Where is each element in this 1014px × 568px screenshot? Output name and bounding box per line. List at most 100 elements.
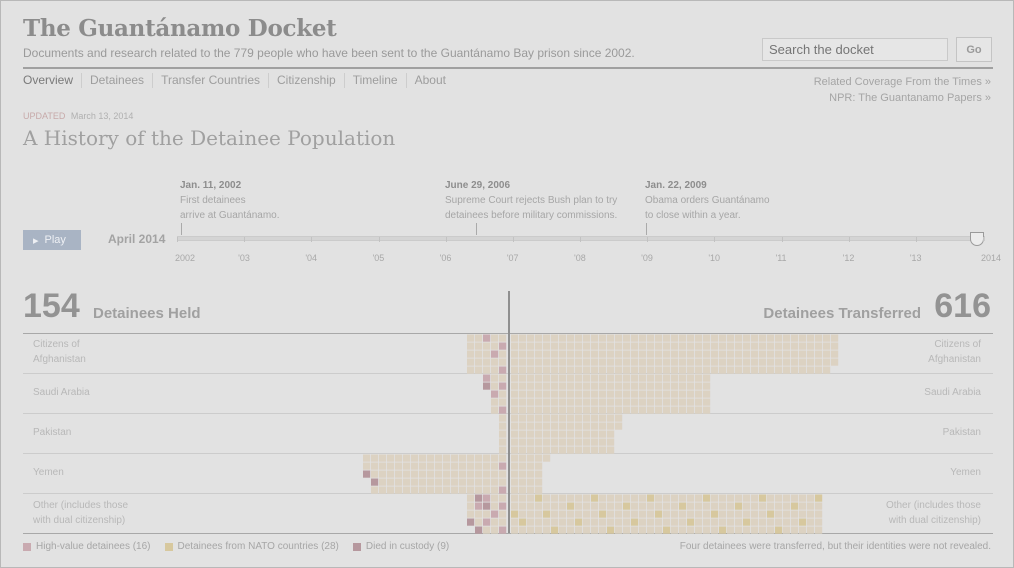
high-value-square[interactable]: [499, 406, 507, 414]
detainee-transferred-square[interactable]: [567, 526, 575, 534]
detainee-held-square[interactable]: [491, 382, 499, 390]
detainee-transferred-square[interactable]: [599, 398, 607, 406]
detainee-transferred-square[interactable]: [511, 446, 519, 454]
detainee-held-square[interactable]: [499, 430, 507, 438]
detainee-transferred-square[interactable]: [647, 366, 655, 374]
detainee-transferred-square[interactable]: [527, 430, 535, 438]
detainee-transferred-square[interactable]: [767, 502, 775, 510]
detainee-held-square[interactable]: [459, 470, 467, 478]
detainee-transferred-square[interactable]: [615, 342, 623, 350]
detainee-transferred-square[interactable]: [815, 510, 823, 518]
detainee-transferred-square[interactable]: [511, 502, 519, 510]
detainee-transferred-square[interactable]: [575, 358, 583, 366]
detainee-held-square[interactable]: [443, 470, 451, 478]
detainee-transferred-square[interactable]: [567, 342, 575, 350]
detainee-held-square[interactable]: [483, 470, 491, 478]
detainee-transferred-square[interactable]: [679, 350, 687, 358]
detainee-transferred-square[interactable]: [599, 358, 607, 366]
detainee-transferred-square[interactable]: [551, 414, 559, 422]
detainee-held-square[interactable]: [435, 462, 443, 470]
detainee-transferred-square[interactable]: [511, 494, 519, 502]
detainee-transferred-square[interactable]: [647, 382, 655, 390]
detainee-transferred-square[interactable]: [519, 358, 527, 366]
detainee-transferred-square[interactable]: [519, 462, 527, 470]
detainee-transferred-square[interactable]: [663, 494, 671, 502]
detainee-transferred-square[interactable]: [535, 510, 543, 518]
detainee-transferred-square[interactable]: [711, 526, 719, 534]
detainee-transferred-square[interactable]: [775, 358, 783, 366]
detainee-transferred-square[interactable]: [559, 382, 567, 390]
detainee-transferred-square[interactable]: [599, 334, 607, 342]
detainee-transferred-square[interactable]: [583, 494, 591, 502]
nav-item-detainees[interactable]: Detainees: [81, 73, 152, 88]
detainee-transferred-square[interactable]: [711, 350, 719, 358]
detainee-transferred-square[interactable]: [647, 398, 655, 406]
detainee-transferred-square[interactable]: [783, 366, 791, 374]
detainee-held-square[interactable]: [499, 494, 507, 502]
detainee-transferred-square[interactable]: [695, 390, 703, 398]
detainee-transferred-square[interactable]: [575, 342, 583, 350]
detainee-transferred-square[interactable]: [543, 342, 551, 350]
detainee-held-square[interactable]: [459, 486, 467, 494]
detainee-held-square[interactable]: [483, 462, 491, 470]
detainee-transferred-square[interactable]: [631, 334, 639, 342]
detainee-transferred-square[interactable]: [711, 366, 719, 374]
detainee-transferred-square[interactable]: [639, 350, 647, 358]
detainee-held-square[interactable]: [467, 502, 475, 510]
detainee-transferred-square[interactable]: [687, 390, 695, 398]
detainee-transferred-square[interactable]: [759, 518, 767, 526]
nato-square[interactable]: [687, 518, 695, 526]
high-value-square[interactable]: [499, 502, 507, 510]
detainee-transferred-square[interactable]: [511, 518, 519, 526]
detainee-transferred-square[interactable]: [719, 494, 727, 502]
detainee-transferred-square[interactable]: [735, 526, 743, 534]
high-value-square[interactable]: [499, 366, 507, 374]
detainee-transferred-square[interactable]: [775, 518, 783, 526]
detainee-held-square[interactable]: [459, 462, 467, 470]
detainee-transferred-square[interactable]: [519, 470, 527, 478]
detainee-transferred-square[interactable]: [743, 334, 751, 342]
detainee-held-square[interactable]: [395, 462, 403, 470]
detainee-transferred-square[interactable]: [647, 510, 655, 518]
detainee-transferred-square[interactable]: [727, 518, 735, 526]
nato-square[interactable]: [815, 494, 823, 502]
detainee-transferred-square[interactable]: [511, 430, 519, 438]
detainee-transferred-square[interactable]: [559, 350, 567, 358]
detainee-transferred-square[interactable]: [535, 502, 543, 510]
detainee-transferred-square[interactable]: [687, 374, 695, 382]
detainee-transferred-square[interactable]: [519, 406, 527, 414]
detainee-transferred-square[interactable]: [551, 366, 559, 374]
detainee-transferred-square[interactable]: [687, 398, 695, 406]
detainee-held-square[interactable]: [419, 478, 427, 486]
detainee-transferred-square[interactable]: [679, 494, 687, 502]
died-square[interactable]: [475, 526, 483, 534]
detainee-transferred-square[interactable]: [543, 406, 551, 414]
detainee-transferred-square[interactable]: [751, 358, 759, 366]
detainee-transferred-square[interactable]: [735, 518, 743, 526]
detainee-transferred-square[interactable]: [807, 350, 815, 358]
detainee-transferred-square[interactable]: [591, 342, 599, 350]
detainee-transferred-square[interactable]: [567, 446, 575, 454]
detainee-transferred-square[interactable]: [615, 358, 623, 366]
detainee-transferred-square[interactable]: [567, 438, 575, 446]
detainee-transferred-square[interactable]: [775, 494, 783, 502]
detainee-transferred-square[interactable]: [543, 334, 551, 342]
detainee-transferred-square[interactable]: [655, 366, 663, 374]
detainee-held-square[interactable]: [451, 470, 459, 478]
detainee-transferred-square[interactable]: [607, 494, 615, 502]
detainee-transferred-square[interactable]: [631, 406, 639, 414]
detainee-transferred-square[interactable]: [527, 374, 535, 382]
detainee-transferred-square[interactable]: [607, 374, 615, 382]
detainee-held-square[interactable]: [491, 334, 499, 342]
detainee-held-square[interactable]: [467, 366, 475, 374]
detainee-transferred-square[interactable]: [575, 382, 583, 390]
detainee-transferred-square[interactable]: [807, 526, 815, 534]
detainee-transferred-square[interactable]: [751, 502, 759, 510]
detainee-transferred-square[interactable]: [511, 398, 519, 406]
detainee-transferred-square[interactable]: [535, 462, 543, 470]
detainee-transferred-square[interactable]: [583, 366, 591, 374]
detainee-transferred-square[interactable]: [695, 358, 703, 366]
detainee-transferred-square[interactable]: [631, 374, 639, 382]
play-button[interactable]: ▸ Play: [23, 230, 81, 250]
detainee-held-square[interactable]: [419, 454, 427, 462]
